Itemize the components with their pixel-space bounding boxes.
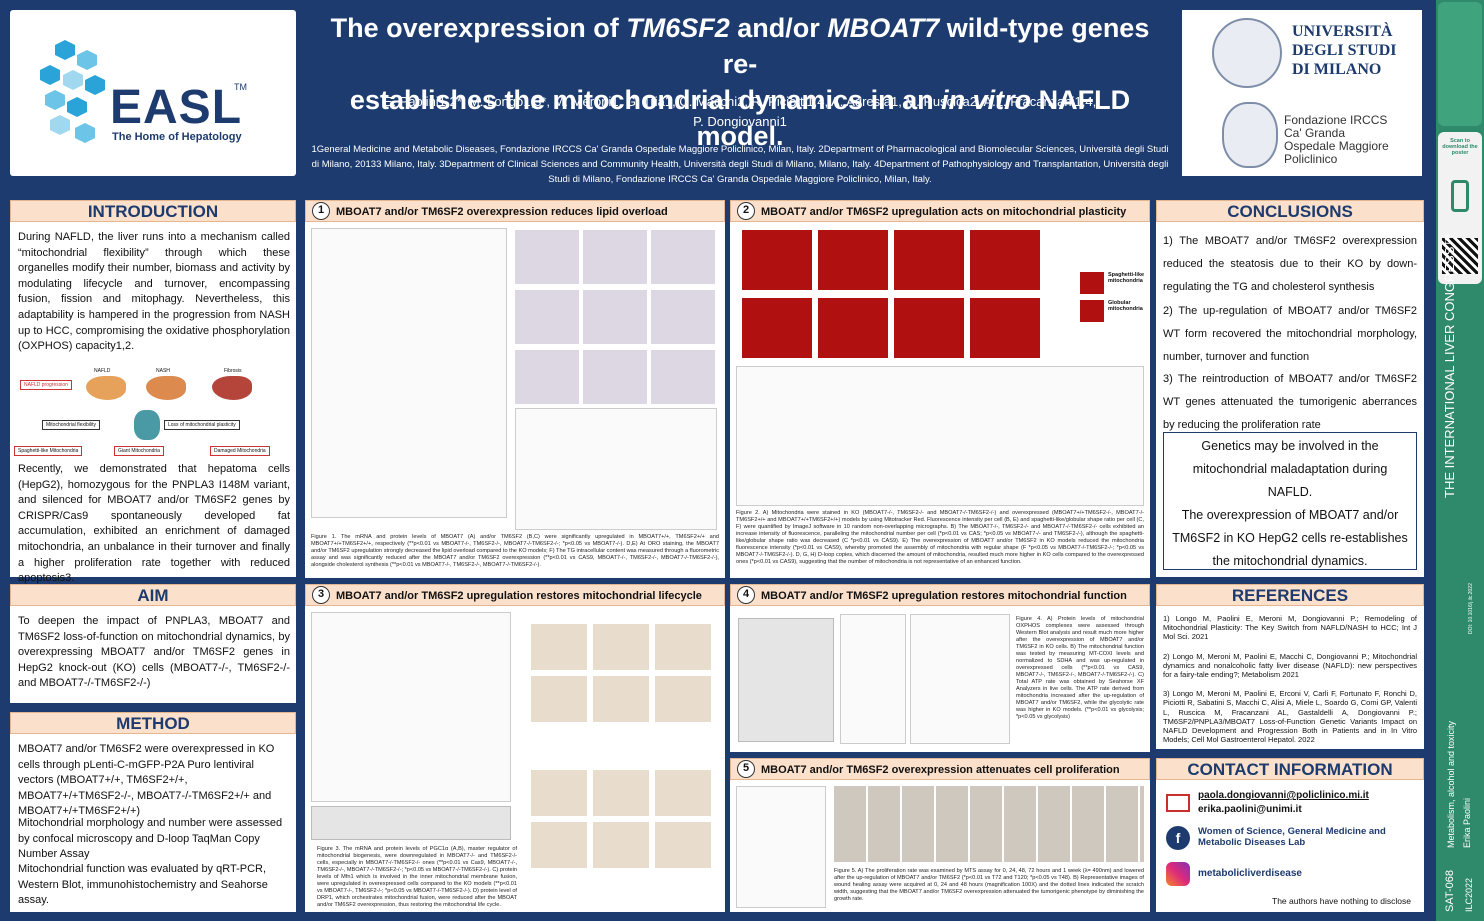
figure-5-proliferation-charts [736, 786, 826, 908]
affiliations: 1General Medicine and Metabolic Diseases… [311, 144, 1169, 185]
section-2-heading: 2 MBOAT7 and/or TM6SF2 upregulation acts … [730, 200, 1150, 222]
poster-title: The overexpression of TM6SF2 and/or MBOA… [330, 13, 1150, 151]
method-item-1: MBOAT7 and/or TM6SF2 were overexpressed … [18, 743, 275, 818]
reference-1: 1) Longo M, Paolini E, Meroni M, Dongiov… [1163, 614, 1417, 642]
figure-1-tg-charts [515, 408, 717, 530]
hexagon-pattern-icon [40, 40, 105, 143]
presenter: Erika Paolini [1462, 797, 1472, 848]
contact-heading: CONTACT INFORMATION [1156, 758, 1424, 780]
authors: E. Paolini1,2*, M. Longo1,3*, M. Meroni1… [383, 94, 1097, 129]
reference-2: 2) Longo M, Meroni M, Paolini E, Macchi … [1163, 651, 1417, 680]
easl-tagline: The Home of Hepatology [112, 131, 242, 143]
easl-logo: EASL TM The Home of Hepatology [10, 10, 296, 176]
aim-heading: AIM [10, 584, 296, 606]
intro-paragraph-1: During NAFLD, the liver runs into a mech… [18, 231, 290, 353]
phone-icon [1451, 180, 1469, 212]
intro-paragraph-2: Recently, we demonstrated that hepatoma … [18, 463, 290, 585]
facebook-icon[interactable]: f [1166, 826, 1190, 850]
section-4-panel: 4 MBOAT7 and/or TM6SF2 upregulation resto… [730, 584, 1150, 752]
figure-1-charts [311, 228, 507, 518]
section-5-panel: 5 MBOAT7 and/or TM6SF2 overexpression att… [730, 758, 1150, 912]
section-3-heading: 3 MBOAT7 and/or TM6SF2 upregulation resto… [305, 584, 725, 606]
mitochondria-image [134, 410, 160, 440]
event-code: ILC2022 [1464, 877, 1474, 912]
method-panel: METHOD MBOAT7 and/or TM6SF2 were overexp… [10, 712, 296, 912]
reference-list: 1) Longo M, Paolini E, Meroni M, Dongiov… [1163, 614, 1417, 754]
figure-2-mitotracker-images [742, 230, 1042, 360]
trademark: TM [234, 82, 247, 92]
figure-3-charts [311, 612, 511, 802]
figure-2-quantification [736, 366, 1144, 506]
figure-5-wound-healing-images [834, 786, 1144, 862]
section-1-heading: 1 MBOAT7 and/or TM6SF2 overexpression red… [305, 200, 725, 222]
policlinico-seal-icon [1222, 102, 1278, 168]
references-panel: REFERENCES 1) Longo M, Paolini E, Meroni… [1156, 584, 1424, 749]
disclosure: The authors have nothing to disclose [1272, 896, 1411, 906]
aim-text: To deepen the impact of PNPLA3, MBOAT7 a… [18, 615, 290, 690]
easl-wordmark: EASL [110, 81, 243, 134]
method-item-3: Mitochondrial function was evaluated by … [18, 863, 268, 907]
qr-code-icon[interactable] [1442, 238, 1478, 274]
congress-name: THE INTERNATIONAL LIVER CONGRESS™ [1442, 233, 1457, 498]
sidebar-scan-block: Scan to download the poster [1438, 132, 1482, 284]
scan-label: Scan to download the poster [1442, 138, 1478, 156]
section-2-panel: 2 MBOAT7 and/or TM6SF2 upregulation acts … [730, 200, 1150, 578]
sidebar: Scan to download the poster THE INTERNAT… [1436, 0, 1484, 921]
sidebar-poster-badge [1438, 2, 1482, 126]
figure-3-caption: Figure 3. The mRNA and protein levels of… [317, 846, 517, 908]
figure-4-oxphos-blot [738, 618, 834, 742]
instagram-handle[interactable]: metabolicliverdisease [1198, 868, 1302, 879]
method-heading: METHOD [10, 712, 296, 734]
conclusions-panel: CONCLUSIONS 1) The MBOAT7 and/or TM6SF2 … [1156, 200, 1424, 577]
email-2[interactable]: erika.paolini@unimi.it [1198, 804, 1302, 815]
conclusion-1: 1) The MBOAT7 and/or TM6SF2 overexpressi… [1163, 235, 1417, 293]
institution-logos [1182, 10, 1422, 176]
nafld-progression-diagram: NAFLD NASH Fibrosis NAFLD progression Mi… [14, 358, 292, 458]
aim-panel: AIM To deepen the impact of PNPLA3, MBOA… [10, 584, 296, 703]
figure-4-caption: Figure 4. A) Protein levels of mitochond… [1016, 616, 1144, 720]
poster-code: SAT-068 [1444, 870, 1456, 912]
instagram-icon[interactable] [1166, 862, 1190, 886]
globular-inset [1080, 300, 1104, 322]
introduction-panel: INTRODUCTION During NAFLD, the liver run… [10, 200, 296, 584]
method-item-2: Mitochondrial morphology and number were… [18, 817, 283, 861]
unimi-name: UNIVERSITÀ DEGLI STUDI DI MILANO [1292, 23, 1397, 78]
spaghetti-label: Spaghetti-like mitochondria [1108, 272, 1145, 284]
section-3-panel: 3 MBOAT7 and/or TM6SF2 upregulation resto… [305, 584, 725, 912]
policlinico-name: Fondazione IRCCS Ca' Granda Ospedale Maggi… [1284, 113, 1389, 166]
take-home-box: Genetics may be involved in the mitochon… [1163, 432, 1417, 570]
globular-label: Globular mitochondria [1108, 300, 1143, 312]
spaghetti-inset [1080, 272, 1104, 294]
conclusions-heading: CONCLUSIONS [1156, 200, 1424, 222]
section-5-heading: 5 MBOAT7 and/or TM6SF2 overexpression att… [730, 758, 1150, 780]
doi-text: DOI: 10.1016/j.ilc.2022 [1468, 583, 1474, 634]
facebook-page[interactable]: Women of Science, General Medicine and M… [1198, 826, 1386, 848]
conclusion-2: 2) The up-regulation of MBOAT7 and/or TM… [1163, 305, 1417, 363]
contact-panel: CONTACT INFORMATION paola.dongiovanni@po… [1156, 758, 1424, 912]
figure-3-ihc-images [531, 624, 717, 908]
figure-5-caption: Figure 5. A) The proliferation rate was … [834, 868, 1144, 902]
reference-3: 3) Longo M, Meroni M, Paolini E, Erconi … [1163, 689, 1417, 745]
figure-3-western-blot [311, 806, 511, 840]
section-1-panel: 1 MBOAT7 and/or TM6SF2 overexpression red… [305, 200, 725, 578]
figure-4-mtcoxi-chart [840, 614, 906, 744]
section-4-heading: 4 MBOAT7 and/or TM6SF2 upregulation resto… [730, 584, 1150, 606]
introduction-heading: INTRODUCTION [10, 200, 296, 222]
conclusion-3: 3) The reintroduction of MBOAT7 and/or T… [1163, 373, 1417, 431]
unimi-seal-icon [1212, 18, 1282, 88]
liver-3-icon [212, 376, 252, 400]
references-heading: REFERENCES [1156, 584, 1424, 606]
email-1[interactable]: paola.dongiovanni@policlinico.mi.it [1198, 790, 1369, 801]
figure-1-caption: Figure 1. The mRNA and protein levels of… [311, 534, 719, 568]
mail-icon [1166, 794, 1190, 812]
figure-2-caption: Figure 2. A) Mitochondria were stained i… [736, 510, 1144, 565]
liver-1-icon [86, 376, 126, 400]
figure-1-oro-images [515, 230, 717, 404]
liver-2-icon [146, 376, 186, 400]
figure-4-atp-chart [910, 614, 1010, 744]
topic: Metabolism, alcohol and toxicity [1446, 720, 1456, 848]
